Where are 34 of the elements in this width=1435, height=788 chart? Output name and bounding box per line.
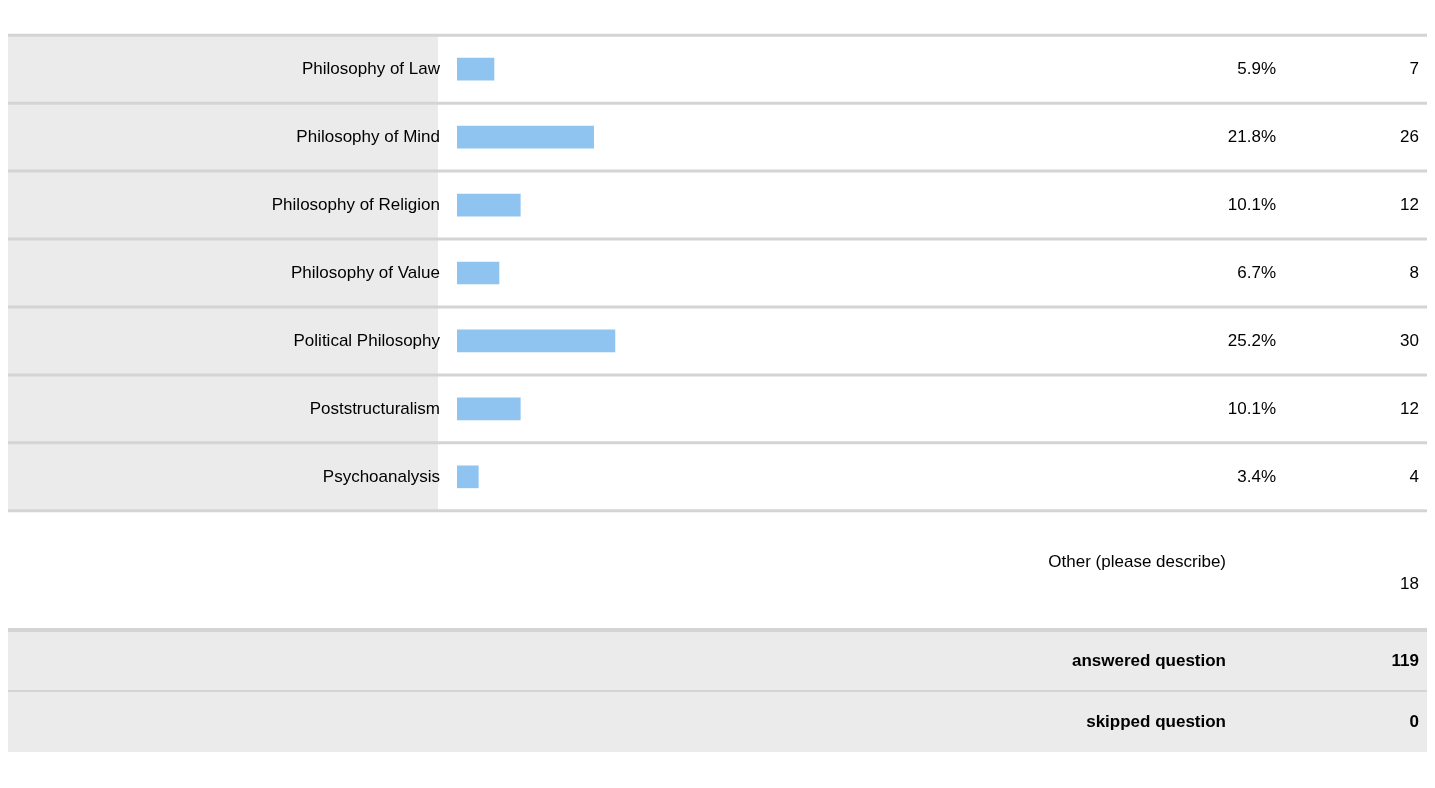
bar — [457, 329, 616, 353]
bar — [457, 57, 495, 81]
y-tick-label: Poststructuralism — [309, 398, 440, 418]
y-tick-label: Philosophy of Religion — [271, 194, 440, 214]
text: 26 — [1400, 126, 1419, 146]
y-tick-label: Philosophy of Value — [290, 262, 440, 282]
data-label: 6.7% — [1237, 262, 1276, 282]
data-label: 10.1% — [1227, 194, 1276, 214]
data-label: 3.4% — [1237, 466, 1276, 486]
text: Other (please describe) — [1048, 552, 1226, 572]
y-tick-label: Philosophy of Law — [302, 58, 441, 78]
y-tick-label: Psychoanalysis — [322, 466, 440, 486]
bar — [457, 125, 594, 149]
text: 12 — [1400, 398, 1419, 418]
y-tick-label: Philosophy of Mind — [296, 126, 440, 146]
data-label: 21.8% — [1227, 126, 1276, 146]
data-label: 10.1% — [1227, 398, 1276, 418]
text: skipped question — [1086, 712, 1226, 732]
text: 30 — [1400, 330, 1419, 350]
data-label: 5.9% — [1237, 58, 1276, 78]
text: 7 — [1409, 58, 1419, 78]
text: 4 — [1409, 466, 1419, 486]
text: 0 — [1408, 712, 1419, 732]
text: 18 — [1399, 574, 1419, 594]
bar — [457, 465, 479, 489]
bar — [457, 193, 521, 217]
text: 119 — [1390, 651, 1419, 671]
y-tick-label: Political Philosophy — [293, 330, 441, 350]
text: 12 — [1400, 194, 1419, 214]
text: 8 — [1409, 262, 1419, 282]
text: answered question — [1072, 651, 1226, 671]
bar — [457, 261, 500, 285]
data-label: 25.2% — [1227, 330, 1276, 350]
bar — [457, 397, 521, 421]
